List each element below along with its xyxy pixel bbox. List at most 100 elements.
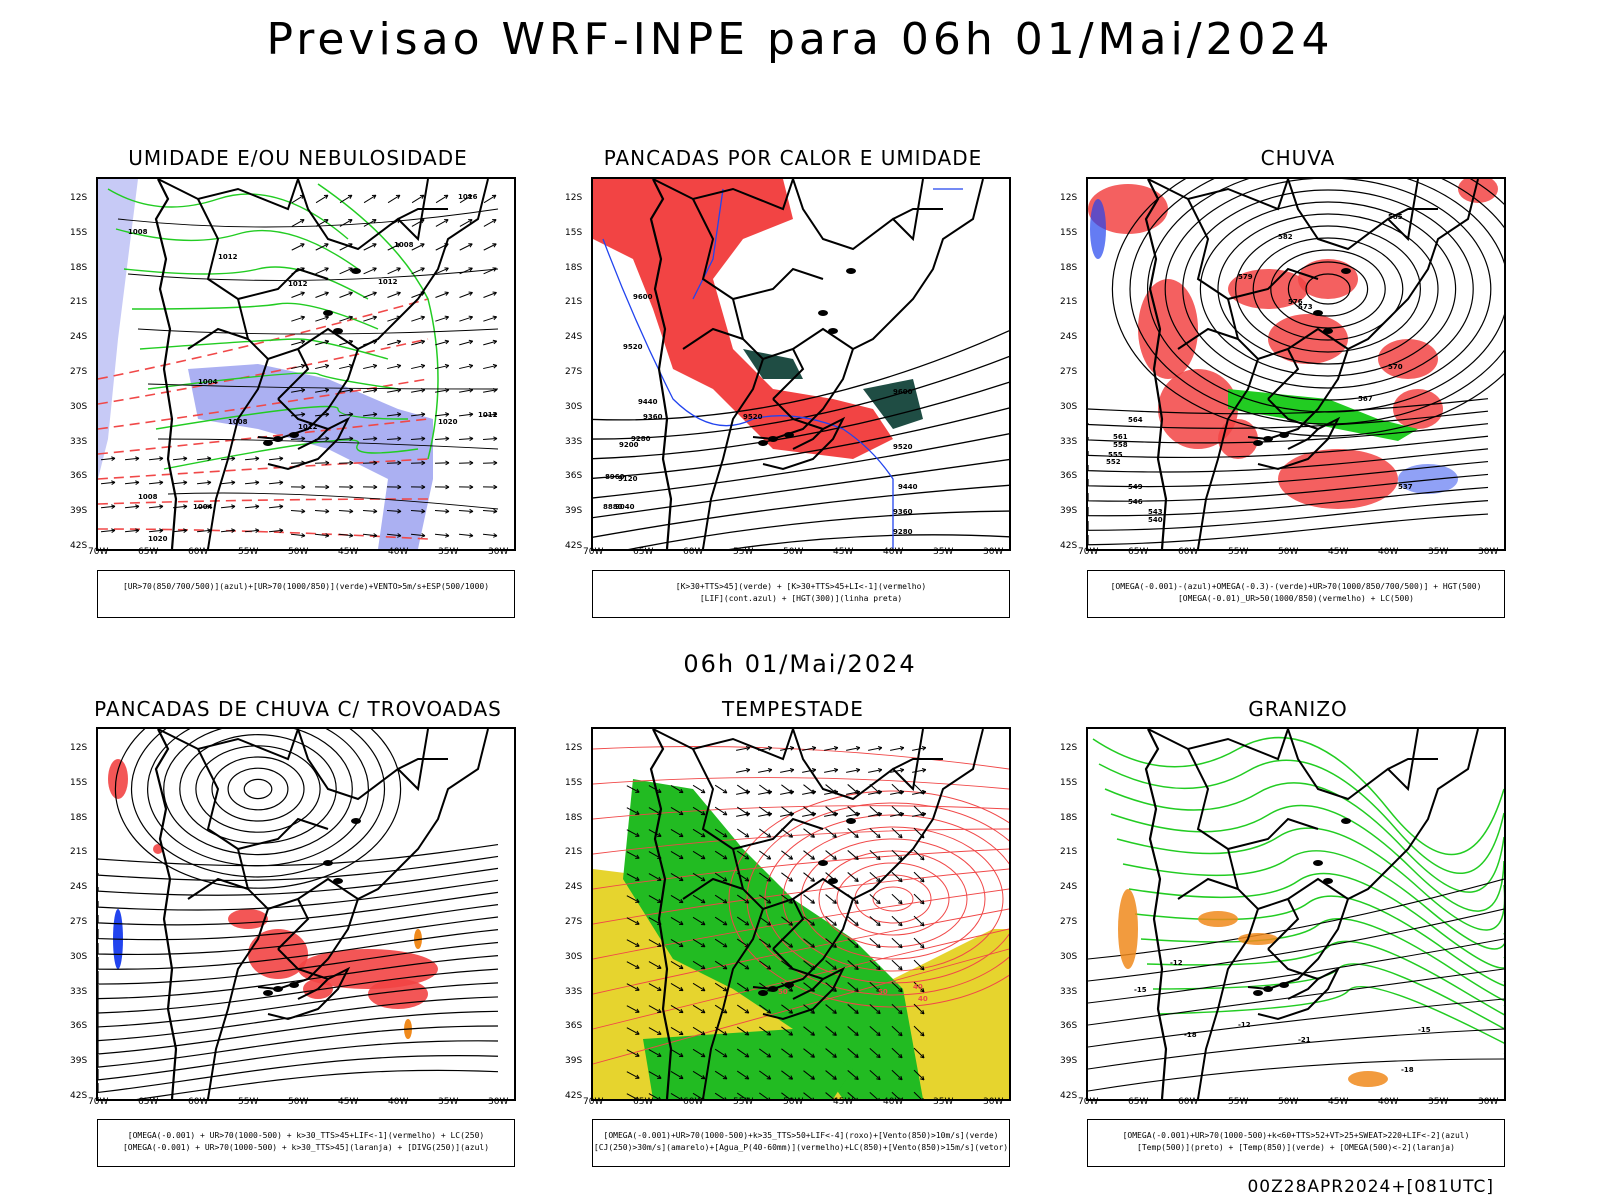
panel-title-tempestade: TEMPESTADE bbox=[722, 697, 864, 721]
lat-tick-label: 12S bbox=[1060, 743, 1078, 753]
lat-tick-label: 42S bbox=[565, 541, 583, 551]
lon-tick-label: 40W bbox=[388, 547, 409, 557]
svg-text:546: 546 bbox=[1128, 498, 1143, 506]
lat-tick-label: 39S bbox=[565, 1056, 583, 1067]
svg-text:8880: 8880 bbox=[603, 503, 623, 511]
lat-tick-label: 42S bbox=[70, 1091, 88, 1101]
legend-line: [Temp(500)](preto) + [Temp(850)](verde) … bbox=[1137, 1143, 1455, 1152]
lat-tick-label: 24S bbox=[1060, 882, 1078, 893]
lat-tick-label: 15S bbox=[70, 777, 88, 788]
lon-tick-label: 45W bbox=[338, 547, 359, 557]
svg-text:1004: 1004 bbox=[198, 378, 218, 386]
svg-text:1012: 1012 bbox=[478, 411, 498, 419]
svg-text:40: 40 bbox=[913, 983, 923, 991]
map-umidade: 1012 1008 1012 1012 1008 1016 1004 1008 1012 1020… bbox=[96, 177, 516, 551]
svg-text:579: 579 bbox=[1238, 273, 1253, 281]
lon-tick-label: 70W bbox=[88, 547, 109, 557]
svg-text:564: 564 bbox=[1128, 416, 1143, 424]
panel-title-chuva: CHUVA bbox=[1260, 146, 1336, 170]
legend-umidade: [UR>70(850/700/500)](azul)+[UR>70(1000/8… bbox=[97, 570, 515, 618]
lat-tick-label: 36S bbox=[565, 1021, 583, 1032]
lon-tick-label: 30W bbox=[488, 1097, 509, 1107]
lat-tick-label: 39S bbox=[70, 1056, 88, 1067]
lat-tick-label: 33S bbox=[565, 436, 583, 447]
svg-text:1016: 1016 bbox=[458, 193, 478, 201]
svg-text:9440: 9440 bbox=[898, 483, 918, 491]
lat-tick-label: 33S bbox=[70, 436, 88, 447]
lon-tick-label: 70W bbox=[88, 1097, 109, 1107]
svg-text:9520: 9520 bbox=[893, 443, 913, 451]
main-title: Previsao WRF-INPE para 06h 01/Mai/2024 bbox=[266, 14, 1334, 65]
lat-tick-label: 18S bbox=[565, 812, 583, 823]
svg-text:540: 540 bbox=[1148, 516, 1163, 524]
lat-tick-label: 36S bbox=[1060, 471, 1078, 482]
lat-tick-label: 15S bbox=[565, 777, 583, 788]
lon-tick-label: 40W bbox=[883, 1097, 904, 1107]
svg-text:1012: 1012 bbox=[288, 280, 308, 288]
svg-text:-15: -15 bbox=[1418, 1026, 1431, 1034]
map-granizo: -12 -15 -18 -21 -12 -15 -18 bbox=[1086, 727, 1506, 1101]
legend-trovoadas: [OMEGA(-0.001) + UR>70(1000-500) + k>30_… bbox=[97, 1119, 515, 1167]
lat-tick-label: 24S bbox=[70, 332, 88, 343]
lon-tick-label: 55W bbox=[1228, 547, 1249, 557]
lat-tick-label: 36S bbox=[70, 471, 88, 482]
lon-tick-label: 35W bbox=[438, 1097, 459, 1107]
lat-tick-label: 30S bbox=[70, 951, 88, 962]
svg-text:50: 50 bbox=[878, 988, 888, 996]
lon-tick-label: 65W bbox=[138, 547, 159, 557]
svg-text:558: 558 bbox=[1113, 441, 1128, 449]
legend-line: [OMEGA(-0.01)_UR>50(1000/850)(vermelho) … bbox=[1177, 594, 1414, 603]
legend-pancadas-calor: [K>30+TTS>45](verde) + [K>30+TTS>45+LI<-… bbox=[592, 570, 1010, 618]
lon-tick-label: 60W bbox=[683, 1097, 704, 1107]
lon-tick-label: 50W bbox=[288, 1097, 309, 1107]
legend-line: [OMEGA(-0.001)+UR>70(1000-500)+k<60+TTS>… bbox=[1122, 1131, 1470, 1140]
lat-tick-label: 12S bbox=[70, 743, 88, 753]
lat-tick-label: 27S bbox=[70, 917, 88, 927]
svg-text:-12: -12 bbox=[1238, 1021, 1251, 1029]
svg-text:543: 543 bbox=[1148, 508, 1163, 516]
svg-text:1008: 1008 bbox=[138, 493, 158, 501]
lat-tick-label: 27S bbox=[70, 367, 88, 377]
lat-tick-label: 30S bbox=[1060, 401, 1078, 412]
legend-line: [UR>70(850/700/500)](azul)+[UR>70(1000/8… bbox=[122, 582, 490, 591]
panel-title-granizo: GRANIZO bbox=[1248, 697, 1348, 721]
lat-tick-label: 21S bbox=[1060, 297, 1078, 308]
lat-tick-label: 33S bbox=[1060, 986, 1078, 997]
svg-text:576: 576 bbox=[1288, 298, 1303, 306]
svg-text:9360: 9360 bbox=[643, 413, 663, 421]
map-chuva: 585 582 579 576 573 570 567 564 561 558 555 552 549 5… bbox=[1086, 177, 1506, 551]
lat-tick-label: 30S bbox=[565, 401, 583, 412]
lon-tick-label: 70W bbox=[1078, 1097, 1099, 1107]
lat-tick-label: 36S bbox=[70, 1021, 88, 1032]
svg-text:1008: 1008 bbox=[128, 228, 148, 236]
map-tempestade: 50 40 50 40 bbox=[591, 727, 1011, 1101]
lon-tick-label: 70W bbox=[583, 1097, 604, 1107]
lat-tick-label: 30S bbox=[565, 951, 583, 962]
lon-tick-label: 35W bbox=[438, 547, 459, 557]
lat-tick-label: 12S bbox=[70, 193, 88, 203]
svg-text:9040: 9040 bbox=[615, 503, 635, 511]
svg-text:9520: 9520 bbox=[623, 343, 643, 351]
lat-tick-label: 42S bbox=[565, 1091, 583, 1101]
lat-tick-label: 42S bbox=[1060, 541, 1078, 551]
legend-line: [OMEGA(-0.001)-(azul)+OMEGA(-0.3)-(verde… bbox=[1110, 582, 1482, 591]
lon-tick-label: 65W bbox=[138, 1097, 159, 1107]
lon-tick-label: 50W bbox=[1278, 1097, 1299, 1107]
svg-text:9280: 9280 bbox=[631, 435, 651, 443]
lon-tick-label: 35W bbox=[1428, 547, 1449, 557]
lat-tick-label: 21S bbox=[70, 847, 88, 858]
lon-tick-label: 30W bbox=[1478, 1097, 1499, 1107]
svg-text:561: 561 bbox=[1113, 433, 1128, 441]
lat-tick-label: 42S bbox=[1060, 1091, 1078, 1101]
lon-tick-label: 65W bbox=[1128, 1097, 1149, 1107]
svg-text:9120: 9120 bbox=[618, 475, 638, 483]
lat-tick-label: 18S bbox=[70, 262, 88, 273]
lat-tick-label: 21S bbox=[1060, 847, 1078, 858]
lat-tick-label: 27S bbox=[1060, 367, 1078, 377]
svg-text:-12: -12 bbox=[1170, 959, 1183, 967]
lat-tick-label: 12S bbox=[1060, 193, 1078, 203]
svg-text:9280: 9280 bbox=[893, 528, 913, 536]
map-pancadas-calor: 9600 9520 9440 9360 9280 9200 9120 9040 8960 8880… bbox=[591, 177, 1011, 551]
forecast-time-title: 06h 01/Mai/2024 bbox=[683, 650, 917, 678]
lon-tick-label: 50W bbox=[288, 547, 309, 557]
